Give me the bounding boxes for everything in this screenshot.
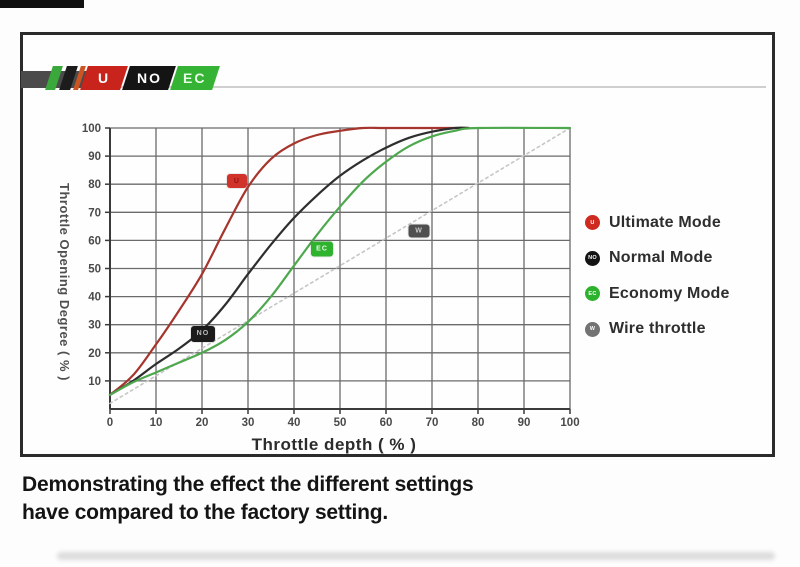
next-figure-edge (57, 552, 775, 560)
banner-underline (95, 86, 766, 88)
curve-badge-ec: EC (311, 241, 334, 257)
wire-throttle-icon-letter: W (589, 326, 596, 333)
caption-line-1: Demonstrating the effect the different s… (22, 473, 474, 496)
wire-throttle-icon: W (585, 321, 600, 337)
legend-label-economy: Economy Mode (609, 284, 730, 302)
legend-item-economy-mode: EC Economy Mode (585, 276, 770, 312)
legend-item-ultimate-mode: U Ultimate Mode (585, 205, 770, 241)
brand-badge-ultimate-label: U (97, 70, 111, 86)
economy-mode-icon-letter: EC (588, 290, 597, 297)
legend-label-ultimate: Ultimate Mode (609, 213, 721, 231)
brand-badge-economy-label: EC (183, 70, 207, 86)
legend-label-normal: Normal Mode (609, 249, 713, 267)
brand-badge-ultimate: U (80, 66, 128, 90)
curve-badge-w: W (408, 224, 430, 238)
ultimate-mode-icon-letter: U (590, 219, 595, 226)
brand-badge-normal: NO (122, 66, 176, 90)
normal-mode-icon-letter: NO (588, 255, 597, 262)
curve-badge-no: NO (190, 325, 215, 342)
brand-badge-economy: EC (170, 66, 220, 90)
curve-badge-u: U (226, 174, 247, 189)
legend-label-wire: Wire throttle (609, 320, 706, 338)
economy-mode-icon: EC (585, 286, 600, 302)
normal-mode-icon: NO (585, 250, 600, 266)
legend-item-normal-mode: NO Normal Mode (585, 241, 770, 277)
brand-badge-normal-label: NO (136, 70, 162, 86)
chart-legend: U Ultimate Mode NO Normal Mode EC Econom… (585, 205, 770, 347)
ultimate-mode-icon: U (585, 215, 600, 231)
x-axis-title: Throttle depth ( % ) (251, 435, 417, 454)
y-axis-title: Throttle Opening Degree ( % ) (57, 183, 72, 381)
legend-item-wire-throttle: W Wire throttle (585, 312, 770, 348)
top-crop-bar (0, 0, 84, 8)
caption-line-2: have compared to the factory setting. (22, 501, 389, 524)
figure-caption: Demonstrating the effect the different s… (22, 471, 474, 527)
